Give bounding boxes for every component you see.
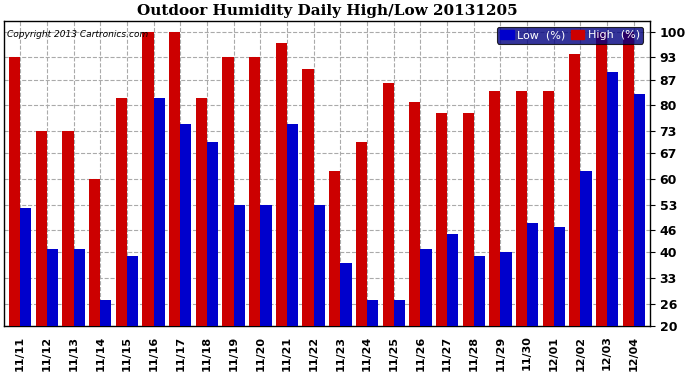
Bar — [180, 124, 191, 326]
Bar — [447, 234, 458, 326]
Bar — [500, 252, 512, 326]
Bar — [169, 32, 180, 326]
Bar — [607, 72, 618, 326]
Bar — [142, 32, 154, 326]
Bar — [356, 142, 367, 326]
Bar — [569, 54, 580, 326]
Bar — [9, 57, 20, 326]
Bar — [542, 91, 554, 326]
Bar — [367, 300, 378, 326]
Bar — [302, 69, 314, 326]
Bar — [89, 179, 100, 326]
Bar — [622, 32, 634, 326]
Bar — [154, 98, 165, 326]
Bar — [222, 57, 234, 326]
Bar — [276, 43, 287, 326]
Bar — [116, 98, 127, 326]
Legend: Low  (%), High  (%): Low (%), High (%) — [497, 27, 643, 44]
Bar — [36, 131, 47, 326]
Bar — [340, 263, 352, 326]
Bar — [20, 208, 31, 326]
Bar — [47, 249, 58, 326]
Bar — [207, 142, 218, 326]
Bar — [260, 204, 272, 326]
Bar — [287, 124, 298, 326]
Bar — [462, 112, 474, 326]
Bar — [580, 171, 592, 326]
Bar — [234, 204, 245, 326]
Bar — [516, 91, 527, 326]
Text: Copyright 2013 Cartronics.com: Copyright 2013 Cartronics.com — [8, 30, 148, 39]
Bar — [127, 256, 138, 326]
Bar — [196, 98, 207, 326]
Bar — [329, 171, 340, 326]
Bar — [489, 91, 500, 326]
Bar — [314, 204, 325, 326]
Bar — [634, 94, 645, 326]
Bar — [62, 131, 74, 326]
Bar — [409, 102, 420, 326]
Bar — [554, 226, 565, 326]
Title: Outdoor Humidity Daily High/Low 20131205: Outdoor Humidity Daily High/Low 20131205 — [137, 4, 518, 18]
Bar — [527, 223, 538, 326]
Bar — [249, 57, 260, 326]
Bar — [394, 300, 405, 326]
Bar — [436, 112, 447, 326]
Bar — [474, 256, 485, 326]
Bar — [382, 83, 394, 326]
Bar — [74, 249, 85, 326]
Bar — [100, 300, 111, 326]
Bar — [420, 249, 432, 326]
Bar — [596, 32, 607, 326]
